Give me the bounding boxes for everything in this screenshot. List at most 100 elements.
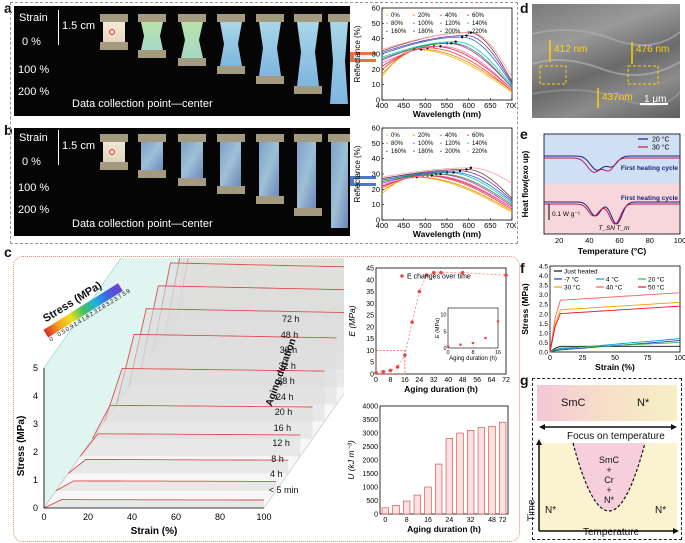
legend-marker: [400, 274, 404, 278]
x-tick-label: 8: [405, 517, 409, 524]
annotation-first-cycle-1: First heating cycle: [621, 165, 678, 172]
x-tick-label: 0: [383, 517, 387, 524]
x-tick-label: 400: [376, 101, 389, 110]
data-point: [460, 270, 465, 275]
x-tick-label: 48: [459, 377, 467, 384]
legend-marker: •: [440, 141, 442, 147]
sem-scalebar-label: 1 μm: [644, 94, 667, 105]
legend-label: 20%: [418, 133, 431, 139]
x-tick-label: 32: [430, 377, 438, 384]
sample-a-3: [217, 14, 245, 74]
chart-3d-stress-strain: 0 20 40 60 80 100 0 1 2 3 4 5 Strain (%) Stress (MPa): [16, 258, 344, 537]
panel-c-frame: [13, 256, 520, 542]
sample-b-6: [328, 134, 350, 228]
ribbon-curve: [104, 367, 325, 422]
y-tick-label: 2.5: [539, 302, 548, 309]
aging-label: 20 h: [274, 407, 293, 417]
bar: [499, 421, 507, 515]
legend-marker: •: [440, 149, 442, 155]
scale-bar-b: [58, 130, 59, 165]
strain-title-a: Strain: [19, 12, 48, 24]
legend-label: 40%: [445, 13, 458, 19]
x-tick-label: 20: [555, 236, 563, 245]
x-tick-label: 650: [484, 101, 497, 110]
x-tick-label: 650: [484, 221, 497, 230]
data-point: [374, 371, 378, 375]
y-tick-label: 30: [372, 170, 380, 179]
data-point: [410, 320, 414, 324]
sample-b-4: [256, 134, 284, 204]
strain-100-b: 100 %: [18, 182, 50, 194]
series-line: [381, 176, 513, 212]
x-tick-label: 100: [674, 355, 685, 362]
x-tick-label: 500: [419, 221, 432, 230]
legend-label: 100%: [418, 21, 434, 27]
center-line-1: SmC: [599, 455, 619, 465]
x-tick-label: 8: [388, 377, 392, 384]
legend-label: 220%: [472, 149, 488, 155]
y-tick-label: 20: [366, 324, 374, 331]
series-line: [549, 305, 681, 353]
inset-x-tick: 8: [471, 350, 474, 356]
arrow-b: [350, 176, 376, 186]
y-tick-label: 40: [372, 154, 380, 163]
ribbon-fill: [80, 433, 301, 457]
sample-a-6: [328, 14, 350, 104]
bar: [445, 438, 453, 515]
samples-b: [100, 134, 350, 228]
series-line: [381, 36, 513, 85]
x-tick-label: 48: [488, 517, 496, 524]
data-point: [439, 270, 443, 275]
x-tick-label: 500: [419, 101, 432, 110]
strain-0-a: 0 %: [22, 36, 41, 48]
phase-smc-top: SmC: [561, 397, 586, 409]
data-point: [388, 368, 393, 373]
y-tick-label: 3.0: [539, 292, 548, 299]
x-tick-label: 50: [611, 355, 619, 362]
aging-labels: 72 h 48 h 36 h 32 h 28 h 24 h 20 h 16 h 12 h 8 h 4…: [268, 314, 328, 504]
legend-marker: •: [386, 133, 388, 139]
legend-marker: •: [413, 29, 415, 35]
sem-image: 412 nm 476 nm 437nm 1 μm: [532, 4, 680, 118]
center-line-2: +: [606, 465, 612, 475]
sample-b-1: [138, 134, 166, 178]
legend-marker: •: [440, 29, 442, 35]
y-tick-label: 40: [366, 277, 374, 284]
plot-frame: [375, 267, 507, 375]
y-tick-label: 2: [33, 447, 38, 457]
x-tick-label: 0: [374, 377, 378, 384]
y-tick-label: 50: [372, 139, 380, 148]
sample-a-0: [100, 14, 128, 50]
y-tick-label: 3: [33, 419, 38, 429]
x-tick-label: 450: [397, 101, 410, 110]
y-tick-label: 10: [372, 200, 380, 209]
x-tick-label: 25: [579, 355, 587, 362]
peak-point: [430, 174, 434, 177]
strain-100-a: 100 %: [18, 64, 50, 76]
x-axis-label: Temperature (°C): [578, 246, 647, 256]
legend-label: E changes over time: [407, 274, 471, 281]
aging-label: 72 h: [282, 314, 300, 324]
plot-frame: [379, 405, 509, 515]
bar: [424, 486, 432, 515]
strain-title-b: Strain: [19, 132, 48, 144]
photo-strip-b: Strain 0 % 100 % 200 % 1.5 cm Data colle…: [14, 128, 350, 236]
y-tick-label: 35: [366, 289, 374, 296]
x-tick-label: 700: [506, 101, 516, 110]
sample-b-2: [178, 134, 206, 186]
y-axis-label: Heat flow(exo up): [521, 150, 530, 217]
legend-label: 4 °C: [606, 276, 619, 284]
bar: [381, 507, 389, 515]
legend-label: -7 °C: [564, 276, 579, 284]
y-tick-label: 45: [366, 266, 374, 273]
x-tick-label: 72: [499, 517, 507, 524]
data-point: [417, 289, 422, 294]
axis-temperature: Temperature: [583, 527, 640, 538]
legend-label: 200%: [445, 29, 461, 35]
y-tick-label: 20: [372, 65, 380, 74]
legend-marker: •: [386, 29, 388, 35]
x-tick-label: 40: [127, 512, 137, 522]
legend-marker: •: [386, 13, 388, 19]
data-point: [381, 369, 386, 374]
x-tick-label: 0: [548, 355, 552, 362]
